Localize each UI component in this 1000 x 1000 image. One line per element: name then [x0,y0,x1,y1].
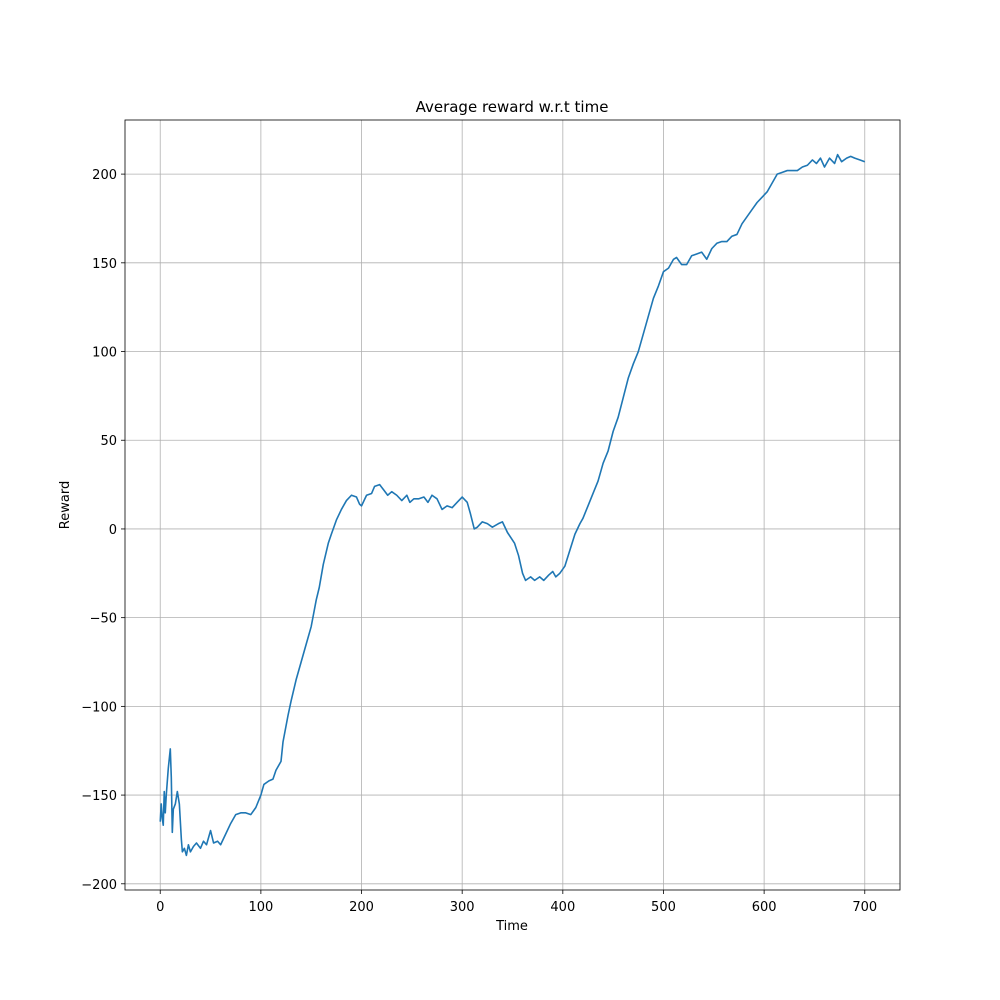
y-tick-label: 50 [100,434,117,449]
x-tick-label: 100 [248,900,273,915]
y-tick-label: 150 [92,257,117,272]
plot-frame [124,119,901,891]
y-axis-label: Reward [58,481,73,529]
x-tick-label: 0 [156,900,164,915]
y-tick-label: −50 [90,612,117,627]
y-tick-label: 100 [92,346,117,361]
x-tick-label: 700 [852,900,877,915]
x-tick-label: 500 [651,900,676,915]
y-tick-label: 0 [109,523,117,538]
y-tick-label: −150 [81,789,117,804]
chart-title: Average reward w.r.t time [416,98,609,116]
x-tick-label: 600 [752,900,777,915]
x-tick-label: 400 [550,900,575,915]
y-tick-label: 200 [92,168,117,183]
data-line [159,153,866,857]
x-tick-label: 200 [349,900,374,915]
x-axis-label: Time [495,919,528,934]
x-tick-label: 300 [450,900,475,915]
y-tick-label: −100 [81,700,117,715]
y-tick-label: −200 [81,878,117,893]
